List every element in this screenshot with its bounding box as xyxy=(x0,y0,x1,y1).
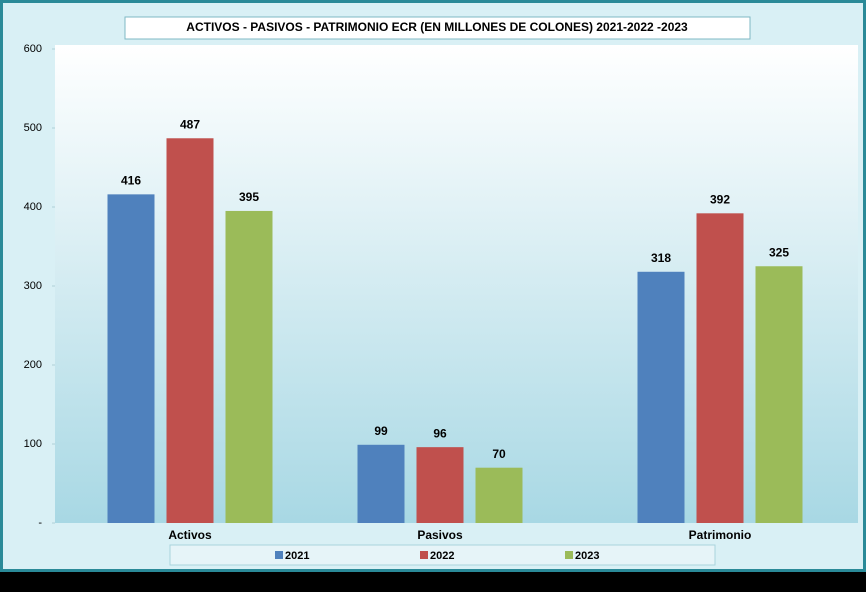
legend-swatch xyxy=(275,551,283,559)
x-tick-label: Patrimonio xyxy=(689,528,752,542)
title-box xyxy=(124,16,751,40)
bar xyxy=(357,444,405,523)
legend-box xyxy=(169,544,716,566)
value-label: 392 xyxy=(710,192,730,206)
y-tick-label: 600 xyxy=(24,43,42,55)
y-tick-label: 300 xyxy=(24,280,42,292)
bar xyxy=(637,271,685,523)
legend-label: 2021 xyxy=(285,550,309,562)
bar xyxy=(696,213,744,523)
bar xyxy=(755,266,803,523)
x-tick-label: Activos xyxy=(168,528,212,542)
value-label: 70 xyxy=(492,447,506,461)
bar xyxy=(225,210,273,523)
bar xyxy=(166,138,214,523)
legend-swatch xyxy=(420,551,428,559)
y-tick-label: - xyxy=(38,517,42,529)
legend-label: 2022 xyxy=(430,550,454,562)
chart-title: ACTIVOS - PASIVOS - PATRIMONIO ECR (EN M… xyxy=(186,20,688,34)
value-label: 99 xyxy=(374,424,388,438)
bar xyxy=(475,467,523,523)
value-label: 395 xyxy=(239,190,259,204)
legend-swatch xyxy=(565,551,573,559)
y-tick-label: 500 xyxy=(24,122,42,134)
value-label: 487 xyxy=(180,117,200,131)
y-tick-label: 400 xyxy=(24,201,42,213)
value-label: 325 xyxy=(769,245,789,259)
y-tick-label: 100 xyxy=(24,438,42,450)
y-tick-label: 200 xyxy=(24,359,42,371)
value-label: 318 xyxy=(651,251,671,265)
value-label: 416 xyxy=(121,174,141,188)
bar xyxy=(416,447,464,523)
legend-label: 2023 xyxy=(575,550,599,562)
value-label: 96 xyxy=(433,426,447,440)
x-tick-label: Pasivos xyxy=(417,528,463,542)
bar xyxy=(107,194,155,524)
